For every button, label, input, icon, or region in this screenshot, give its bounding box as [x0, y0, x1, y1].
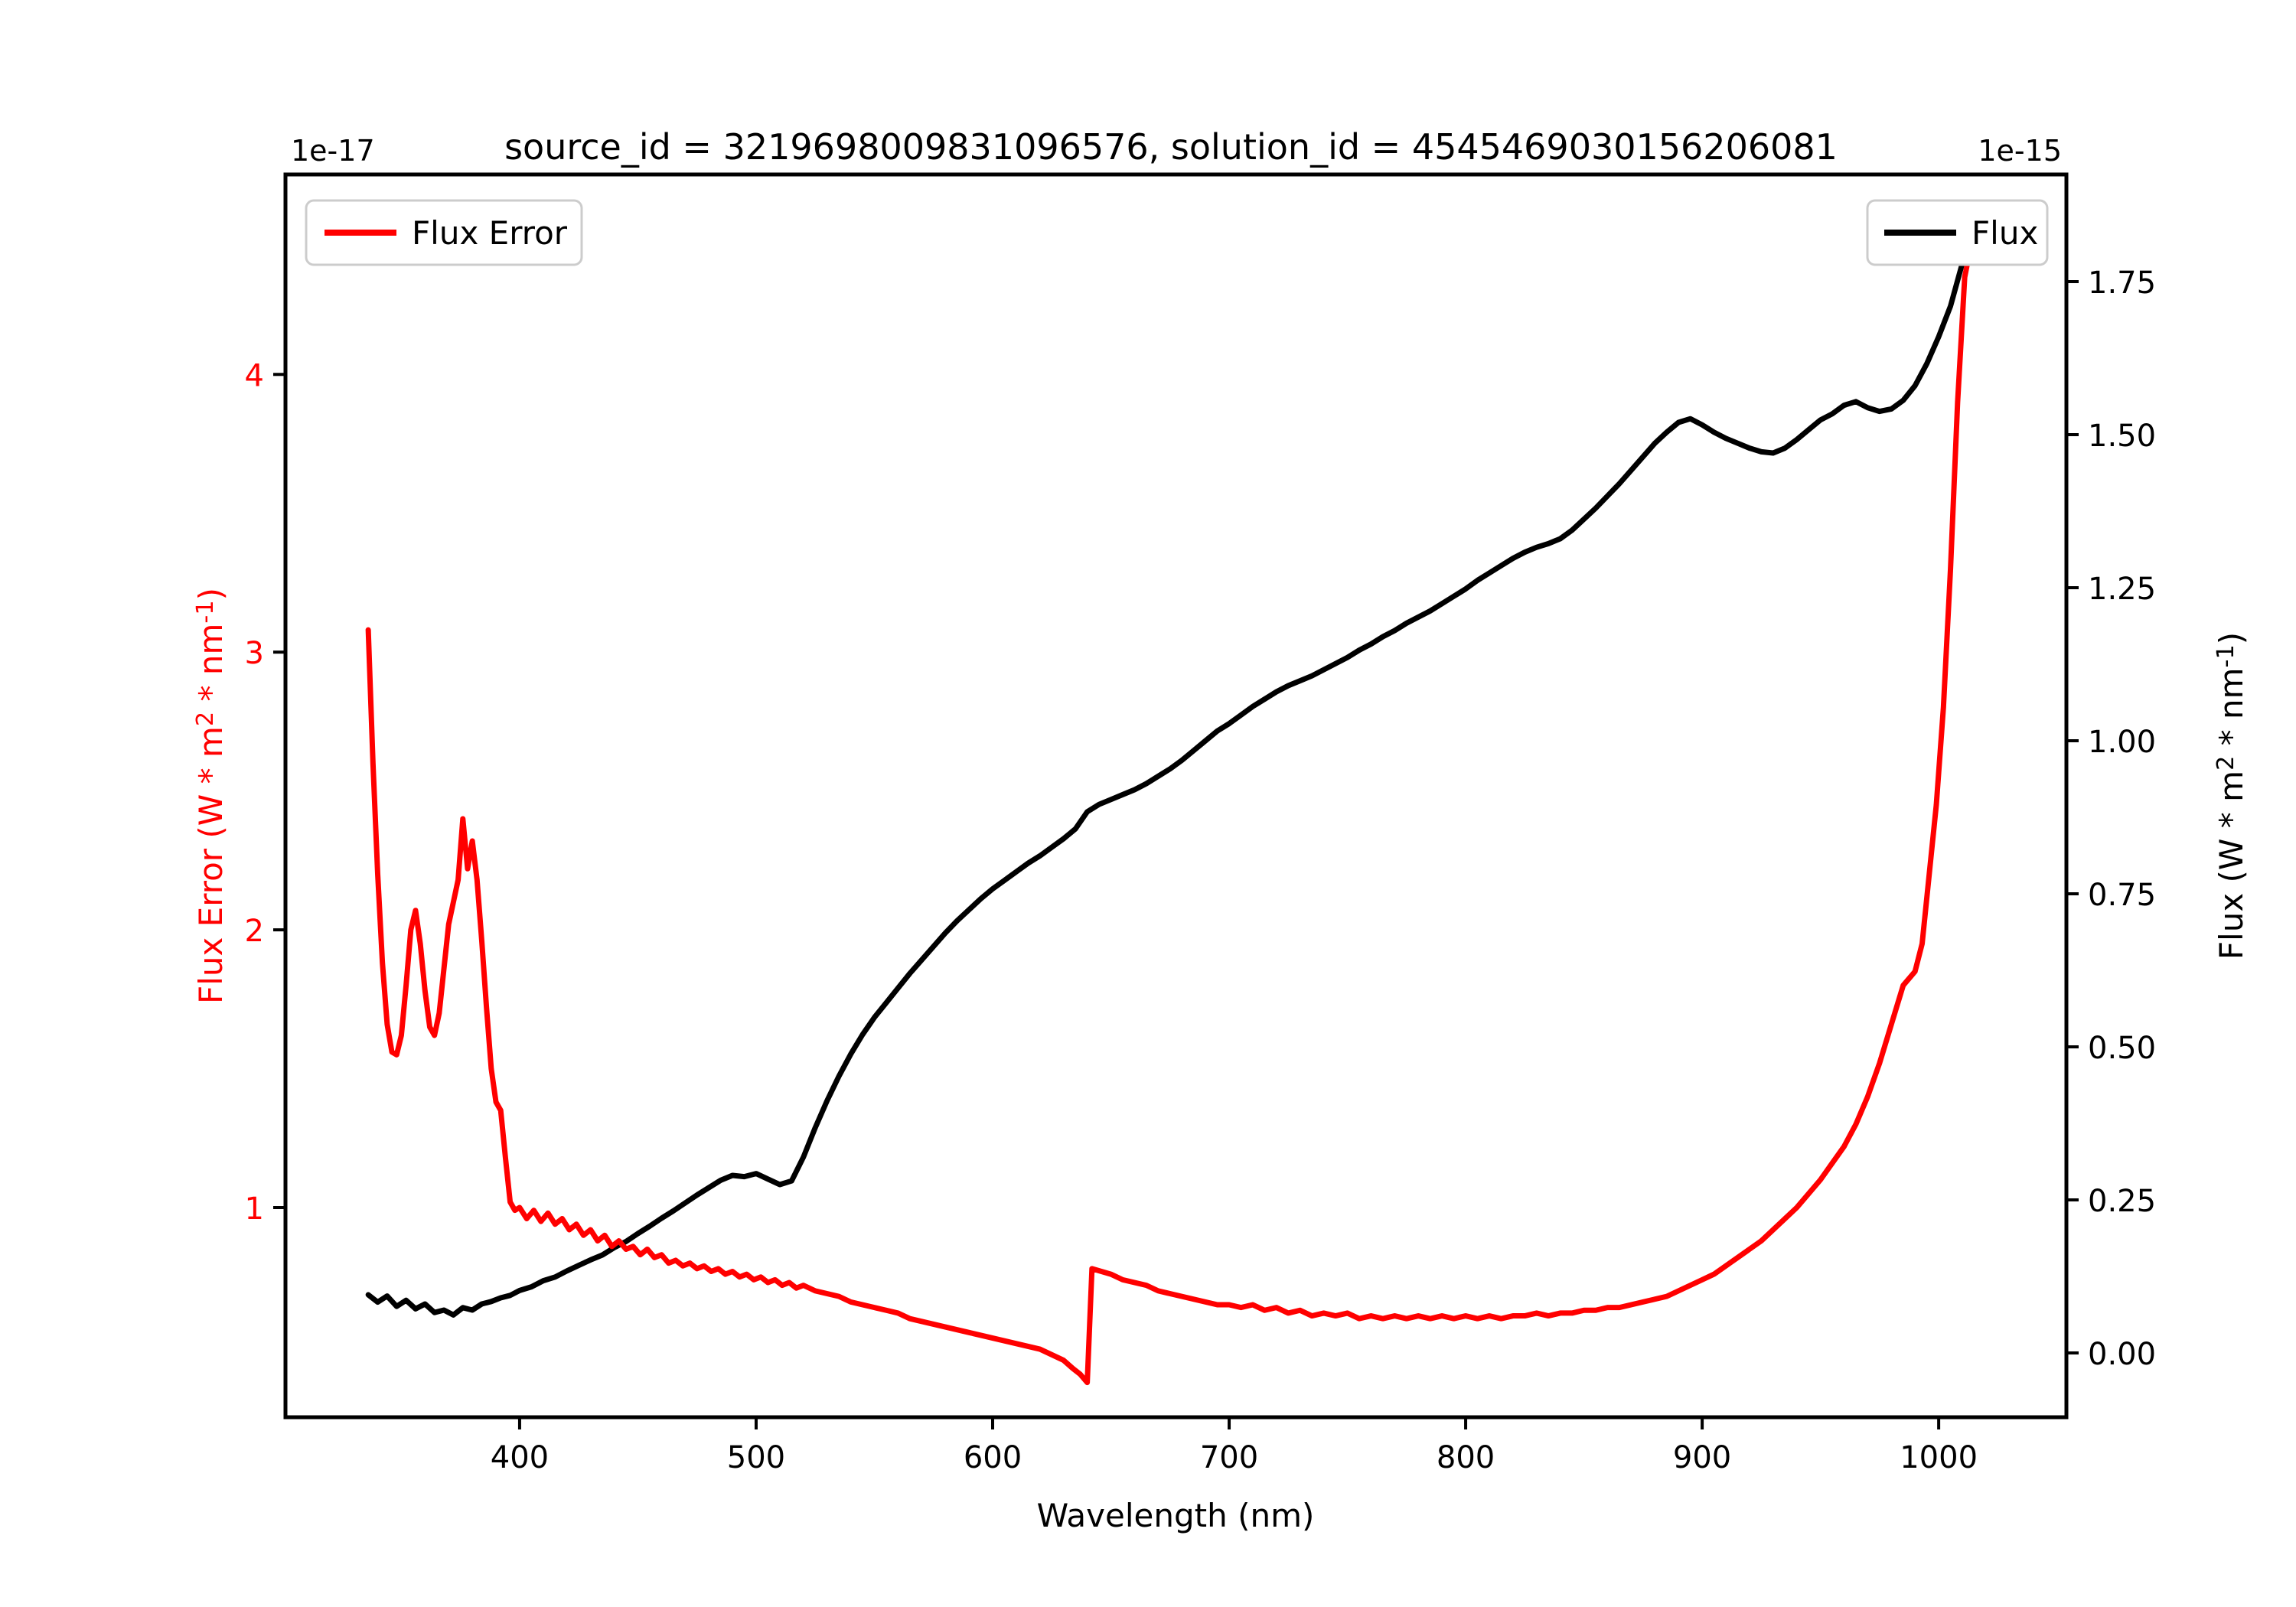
right-tick-label-1.75: 1.75: [2088, 266, 2156, 301]
right-tick-label-0.50: 0.50: [2088, 1031, 2156, 1066]
chart-title: source_id = 3219698009831096576, solutio…: [504, 126, 1838, 168]
x-tick-label-1000: 1000: [1900, 1440, 1978, 1475]
plot-frame: [283, 172, 2069, 1420]
legend-flux[interactable]: Flux: [1866, 199, 2049, 266]
right-tick-label-1.00: 1.00: [2088, 725, 2156, 760]
right-tick-label-0.00: 0.00: [2088, 1337, 2156, 1372]
flux-curve: [365, 230, 1985, 1318]
legend-flux-box: [1866, 199, 2049, 266]
right-tick-label-1.50: 1.50: [2088, 419, 2156, 454]
left-tick-label-4: 4: [245, 358, 264, 393]
x-axis-ticks: 400 500 600 700 800 900 1000: [491, 1417, 1978, 1475]
legend-flux-error-label: Flux Error: [412, 214, 568, 252]
right-tick-label-0.75: 0.75: [2088, 878, 2156, 913]
right-axis-ticks: 0.00 0.25 0.50 0.75 1.00 1.25 1.50 1.75: [2066, 266, 2156, 1372]
x-tick-label-400: 400: [491, 1440, 549, 1475]
right-tick-label-0.25: 0.25: [2088, 1184, 2156, 1219]
legend-flux-label: Flux: [1971, 214, 2038, 252]
x-tick-label-800: 800: [1437, 1440, 1495, 1475]
right-axis-offset-text: 1e-15: [1978, 134, 2062, 168]
left-tick-label-3: 3: [245, 636, 264, 671]
right-axis-label: Flux (W * m2 * nm-1): [2213, 632, 2250, 960]
left-tick-label-2: 2: [245, 914, 264, 949]
left-axis-label: Flux Error (W * m2 * nm-1): [192, 588, 230, 1004]
left-axis-ticks: 1 2 3 4: [245, 358, 285, 1227]
left-axis-offset-text: 1e-17: [291, 134, 375, 168]
legend-flux-error[interactable]: Flux Error: [305, 199, 583, 266]
x-axis-label: Wavelength (nm): [1037, 1497, 1315, 1534]
left-tick-label-1: 1: [245, 1191, 264, 1227]
x-tick-label-500: 500: [727, 1440, 785, 1475]
legend-flux-error-box: [305, 199, 583, 266]
x-tick-label-700: 700: [1200, 1440, 1258, 1475]
flux-error-curve: [365, 233, 1980, 1386]
x-tick-label-600: 600: [964, 1440, 1022, 1475]
right-tick-label-1.25: 1.25: [2088, 572, 2156, 607]
x-tick-label-900: 900: [1673, 1440, 1731, 1475]
